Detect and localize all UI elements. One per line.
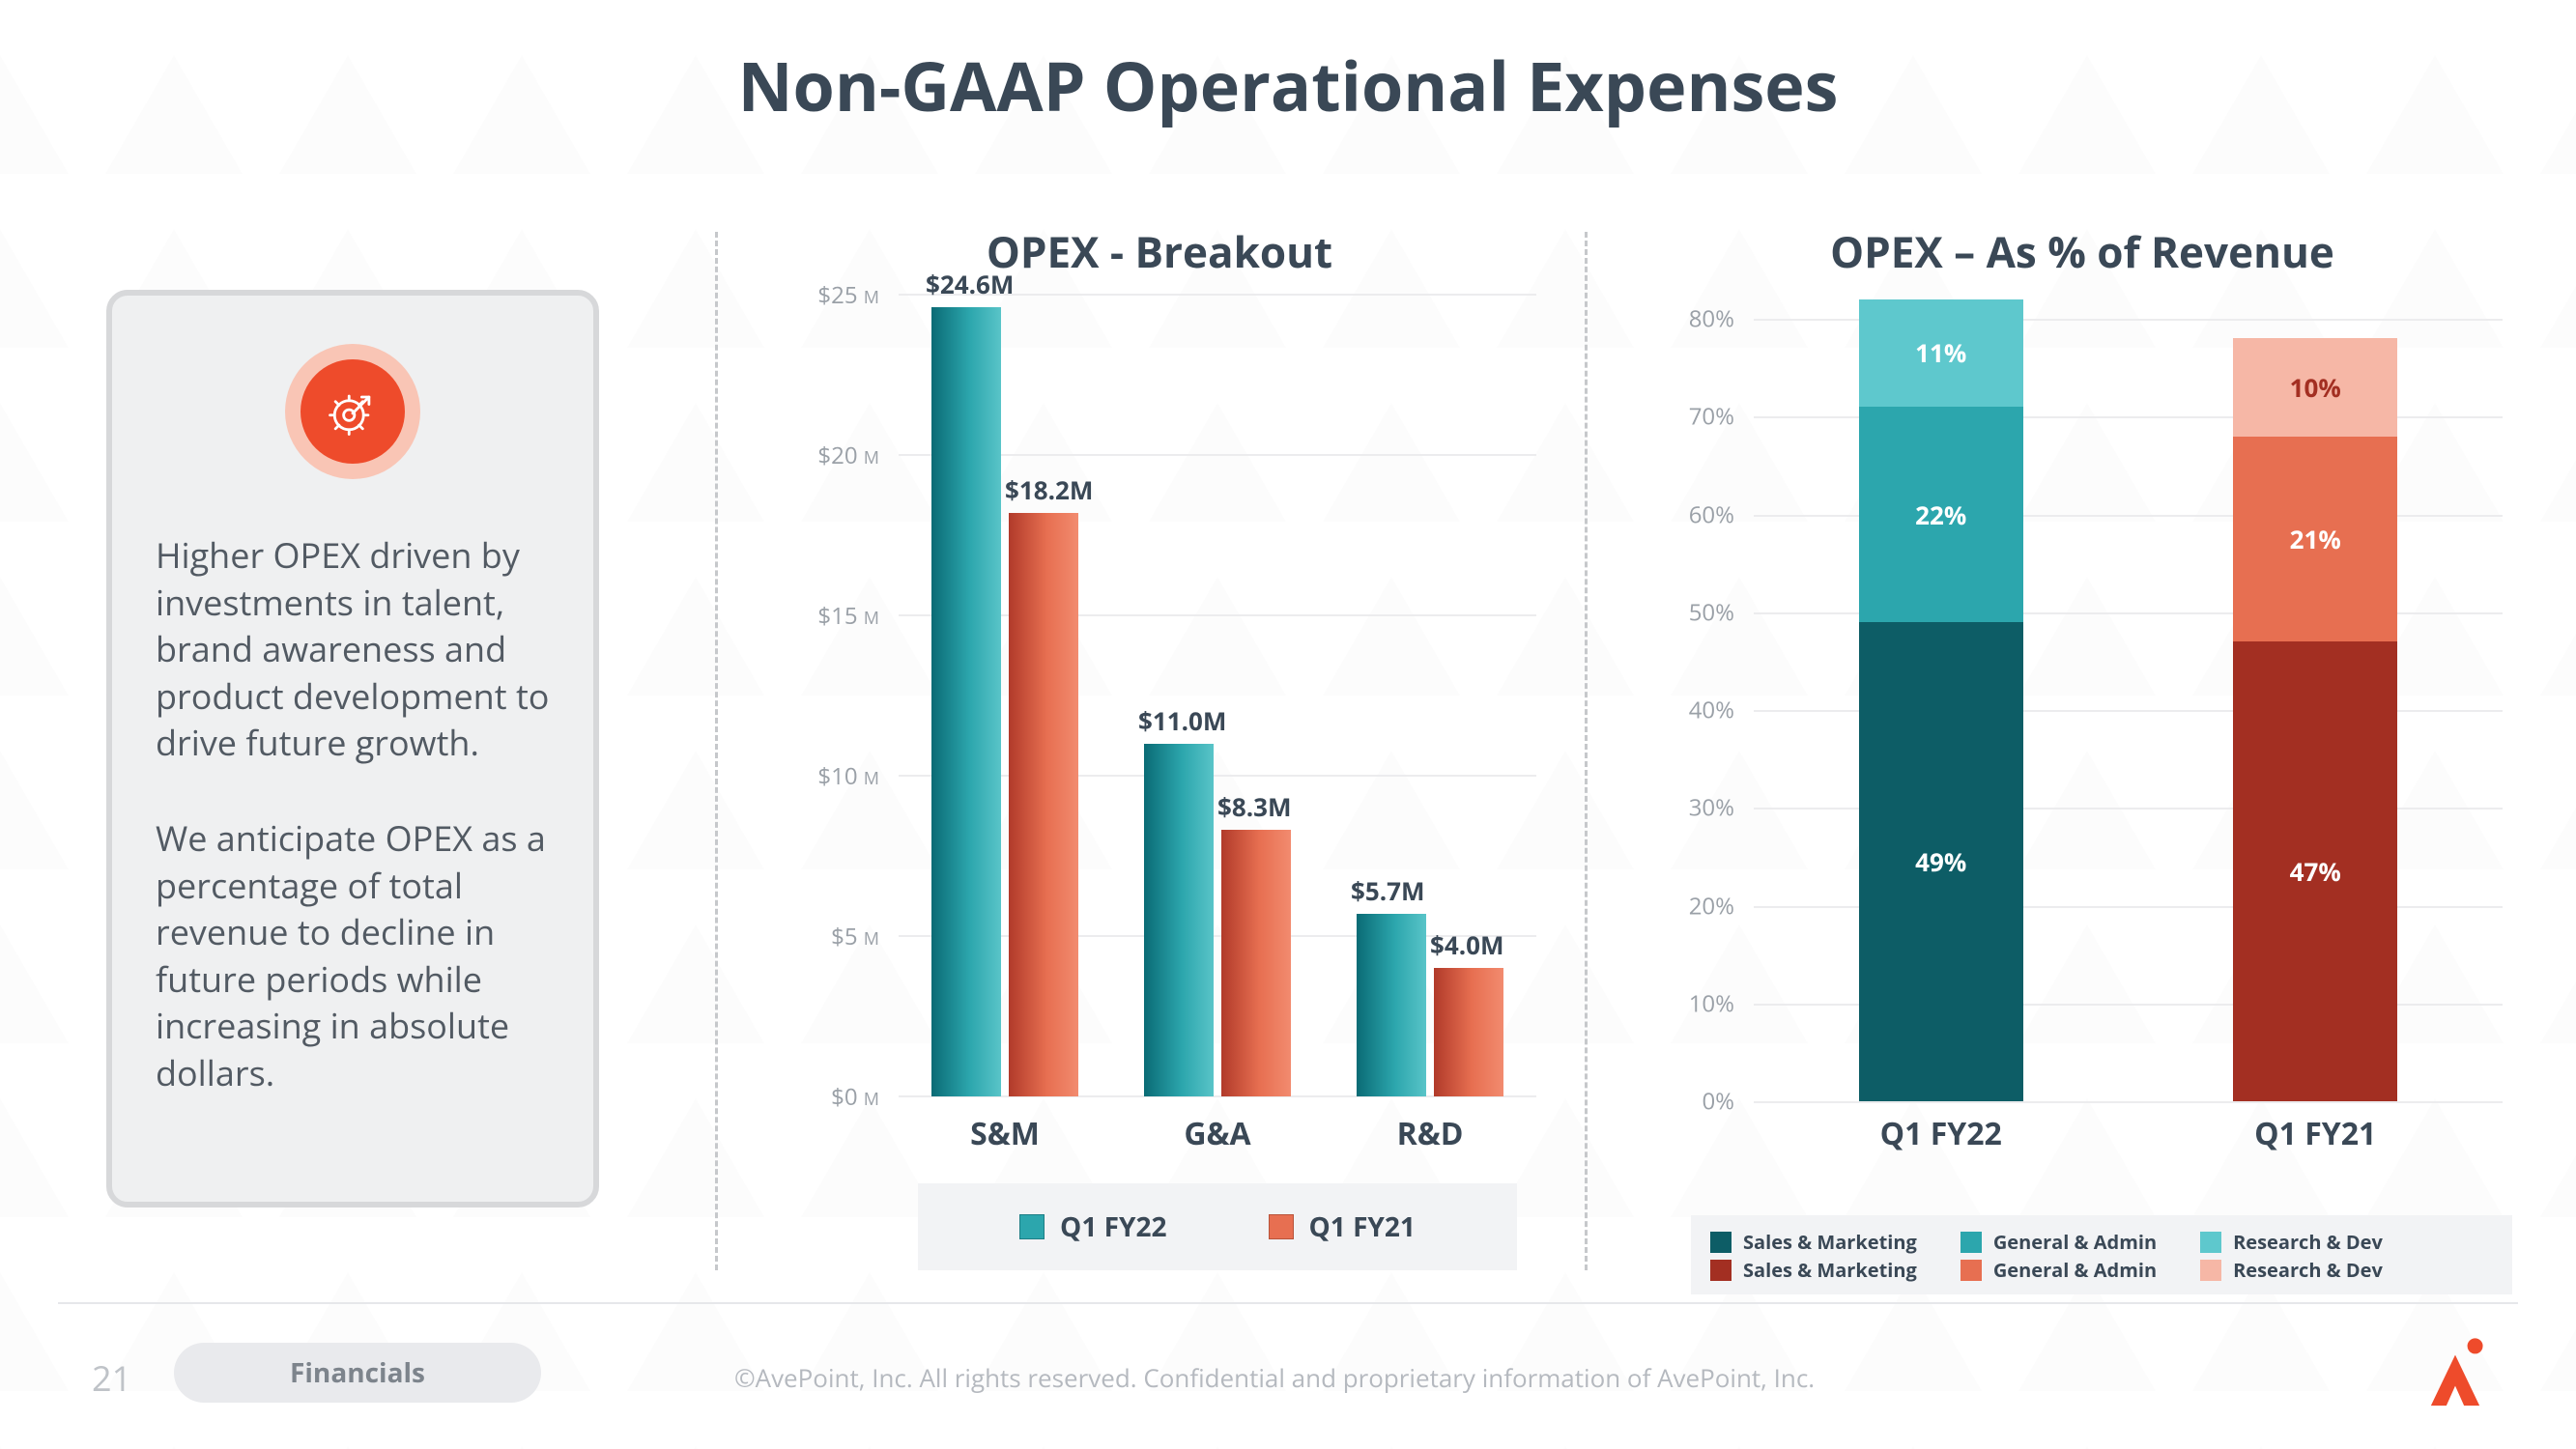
bar [1009,513,1078,1096]
stacked-bar: 47%21%10% [2129,319,2504,1101]
legend-swatch-icon [1710,1260,1732,1281]
legend-label: General & Admin [1993,1229,2157,1255]
legend-swatch-icon [1961,1232,1982,1253]
x-axis-label: G&A [1111,1113,1324,1154]
legend-item: Sales & Marketing [1710,1257,1917,1283]
page-title: Non-GAAP Operational Expenses [0,39,2576,131]
pct-legend: Sales & Marketing General & Admin Research… [1691,1215,2512,1294]
info-paragraph-1: Higher OPEX driven by investments in tal… [156,532,550,767]
y-tick-label: 80% [1652,303,1734,335]
legend-item: General & Admin [1961,1229,2157,1255]
y-tick-label: 0% [1652,1086,1734,1118]
gear-arrow-icon [324,383,382,440]
legend-swatch-icon [2200,1260,2221,1281]
legend-swatch-icon [1019,1214,1045,1239]
section-pill: Financials [174,1343,541,1403]
legend-label: Sales & Marketing [1743,1229,1917,1255]
bar [1434,968,1503,1096]
bar-segment: 21% [2233,437,2397,642]
bar [1144,744,1214,1096]
page-number: 21 [92,1354,131,1402]
y-tick-label: 40% [1652,695,1734,726]
bar [1357,914,1426,1096]
bar-group: $11.0M $8.3M [1111,295,1324,1096]
bar-segment: 11% [1859,299,2023,407]
bar-segment: 49% [1859,622,2023,1101]
legend-label: Sales & Marketing [1743,1257,1917,1283]
chart-title: OPEX - Breakout [773,222,1546,280]
legend-swatch-icon [1710,1232,1732,1253]
bar-value-label: $8.3M [1217,789,1292,824]
info-icon-badge [285,344,420,479]
bar-value-label: $4.0M [1430,927,1504,962]
y-tick-label: $10 M [773,760,879,792]
copyright-text: ©AvePoint, Inc. All rights reserved. Con… [734,1360,1815,1395]
breakout-legend: Q1 FY22 Q1 FY21 [918,1183,1517,1270]
legend-item: Research & Dev [2200,1229,2383,1255]
chart-title: OPEX – As % of Revenue [1652,222,2512,280]
info-panel: Higher OPEX driven by investments in tal… [106,290,599,1208]
bar-value-label: $24.6M [926,267,1014,301]
bar-value-label: $18.2M [1005,472,1093,507]
legend-item: General & Admin [1961,1257,2157,1283]
bar [1221,830,1291,1096]
y-tick-label: 70% [1652,401,1734,433]
x-axis-label: Q1 FY21 [2129,1113,2504,1154]
bar-group: $24.6M $18.2M [899,295,1111,1096]
x-axis-label: R&D [1324,1113,1536,1154]
y-tick-label: $5 M [773,921,879,952]
bar [931,307,1001,1096]
bar-group: $5.7M $4.0M [1324,295,1536,1096]
x-axis-labels: S&MG&AR&D [899,1113,1536,1154]
y-tick-label: $20 M [773,440,879,471]
vertical-divider [715,232,718,1270]
opex-pct-revenue-chart: OPEX – As % of Revenue 0% 10% 20% 30% 40% 50%… [1652,222,2512,1265]
footer-divider [58,1302,2518,1304]
x-axis-label: S&M [899,1113,1111,1154]
bar-value-label: $5.7M [1351,873,1425,908]
bar-value-label: $11.0M [1138,703,1226,738]
y-tick-label: $15 M [773,600,879,632]
y-tick-label: $25 M [773,279,879,311]
legend-label: Q1 FY21 [1309,1208,1416,1245]
bar-segment: 22% [1859,407,2023,622]
y-tick-label: 20% [1652,890,1734,922]
legend-label: Q1 FY22 [1060,1208,1166,1245]
x-axis-labels: Q1 FY22Q1 FY21 [1754,1113,2503,1154]
y-tick-label: 30% [1652,792,1734,824]
y-tick-label: 50% [1652,596,1734,628]
y-tick-label: 60% [1652,498,1734,530]
legend-item: Q1 FY22 [1019,1208,1166,1245]
legend-label: Research & Dev [2233,1257,2383,1283]
legend-label: General & Admin [1993,1257,2157,1283]
y-tick-label: $0 M [773,1081,879,1113]
legend-swatch-icon [1961,1260,1982,1281]
legend-item: Q1 FY21 [1269,1208,1416,1245]
vertical-divider [1585,232,1588,1270]
opex-breakout-chart: OPEX - Breakout $0 M $5 M $10 M $15 M $20 M $… [773,222,1546,1265]
bar-segment: 47% [2233,641,2397,1101]
legend-swatch-icon [2200,1232,2221,1253]
legend-item: Research & Dev [2200,1257,2383,1283]
legend-label: Research & Dev [2233,1229,2383,1255]
stacked-bar: 49%22%11% [1754,319,2129,1101]
x-axis-label: Q1 FY22 [1754,1113,2129,1154]
legend-item: Sales & Marketing [1710,1229,1917,1255]
company-logo-icon [2421,1335,2489,1412]
y-tick-label: 10% [1652,987,1734,1019]
legend-swatch-icon [1269,1214,1294,1239]
info-paragraph-2: We anticipate OPEX as a percentage of to… [156,815,550,1097]
bar-segment: 10% [2233,338,2397,436]
